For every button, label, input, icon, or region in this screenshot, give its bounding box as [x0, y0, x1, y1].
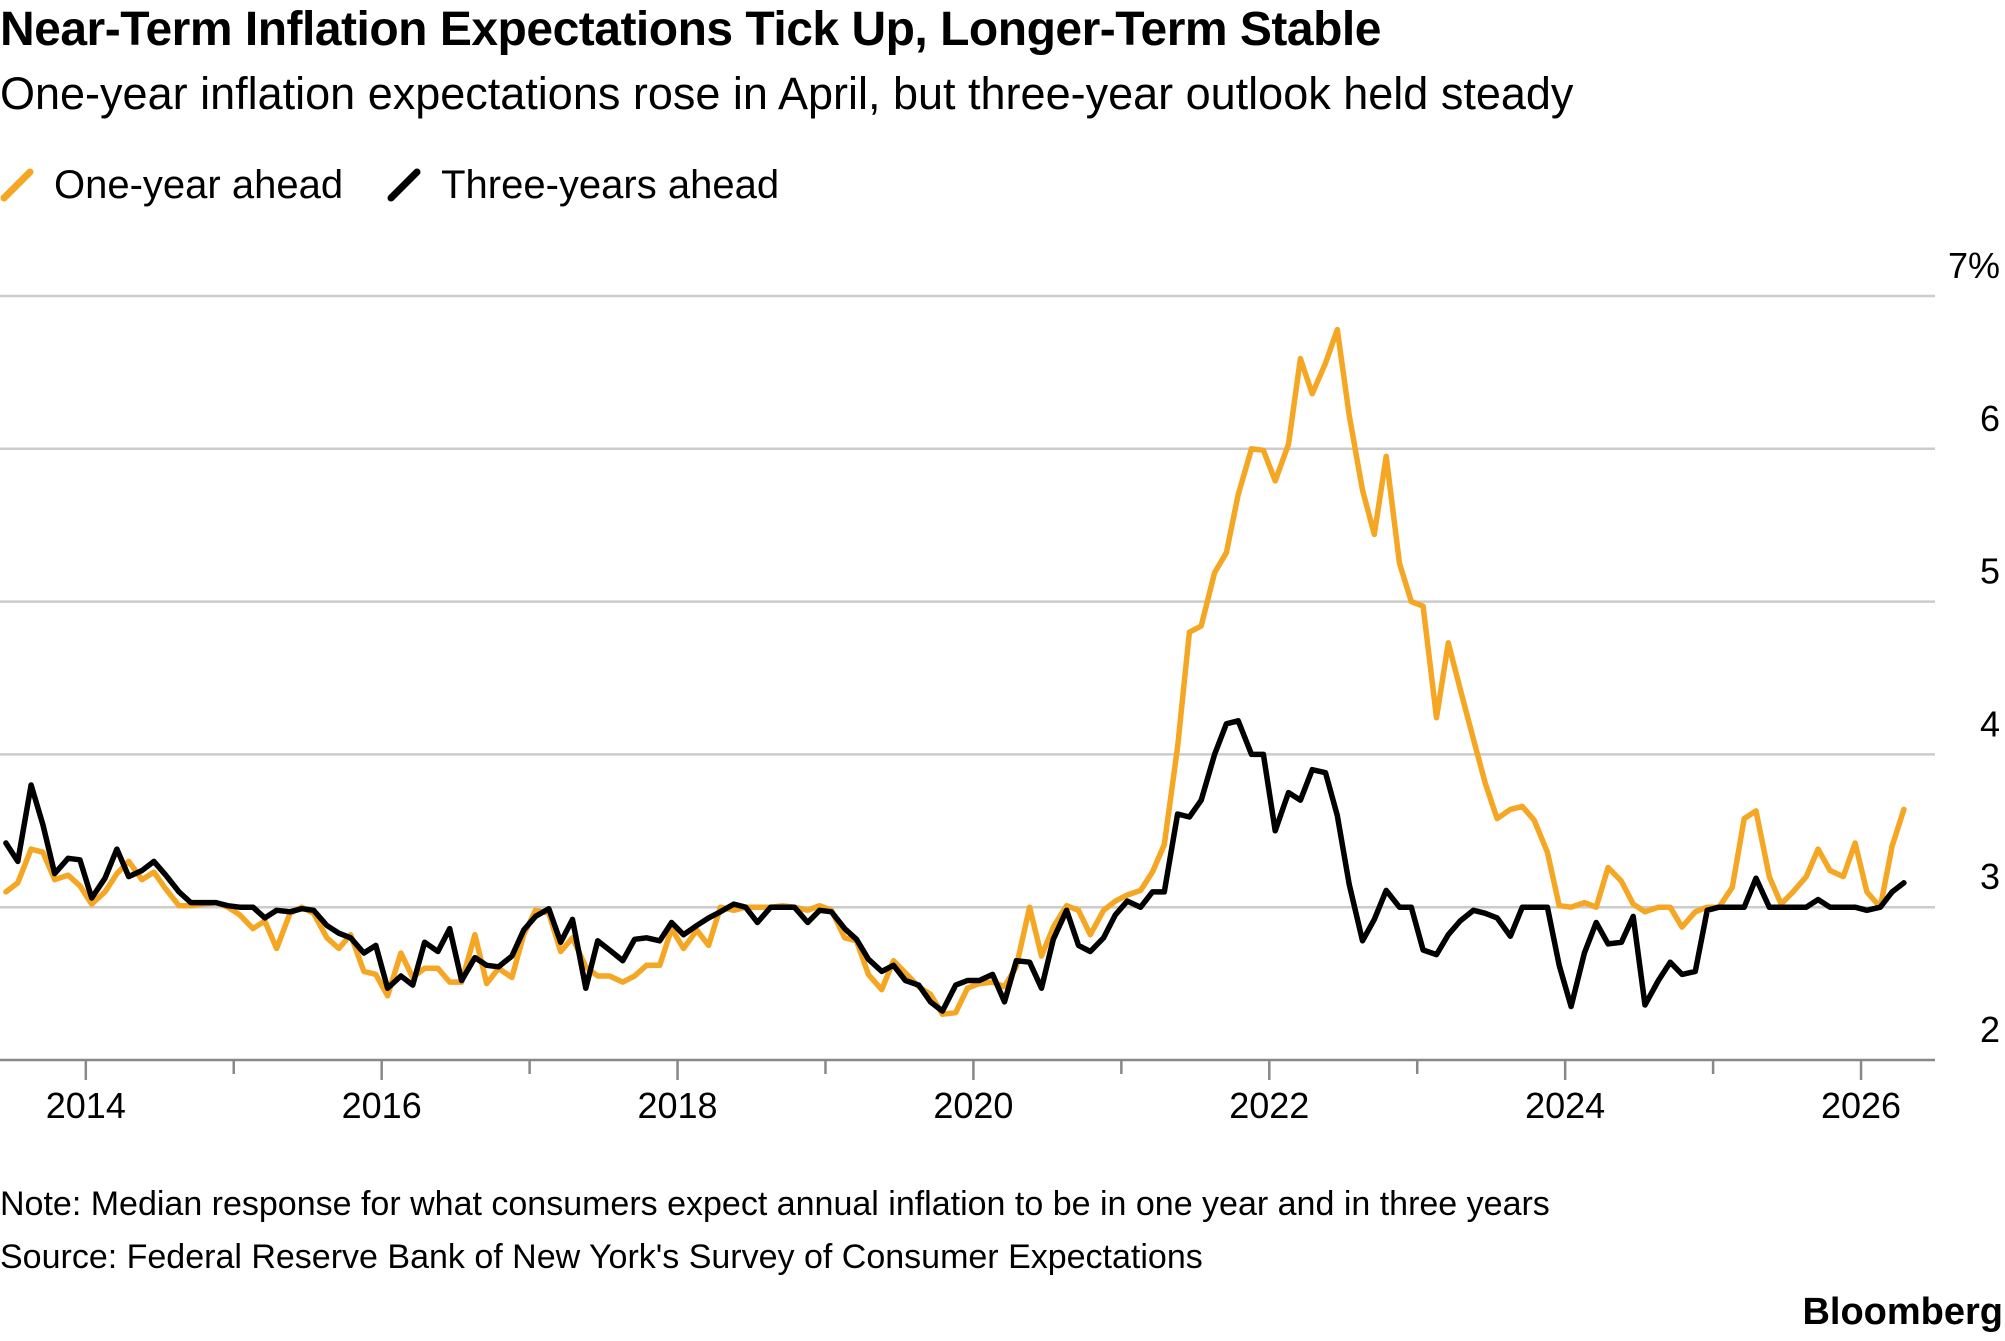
grid-lines: [0, 294, 1935, 909]
x-tick-label-2022: 2022: [1229, 1085, 1309, 1126]
line-chart: 2 3 4 5 6 7% 2014 2016 2018 2020 2022 2024 2026: [0, 245, 2000, 1126]
legend-label-three-year: Three-years ahead: [441, 162, 780, 207]
x-axis: 2014 2016 2018 2020 2022 2024 2026: [0, 1058, 1935, 1126]
series-lines: [3, 326, 1907, 1017]
series-line-three-year: [3, 718, 1907, 1014]
x-tick-label-2024: 2024: [1525, 1085, 1605, 1126]
x-tick-label-2014: 2014: [46, 1085, 126, 1126]
y-tick-label-2: 2: [1980, 1009, 2000, 1050]
chart-title: Near-Term Inflation Expectations Tick Up…: [0, 3, 1381, 56]
y-axis-labels: 2 3 4 5 6 7%: [1948, 245, 2000, 1050]
bloomberg-logo: Bloomberg: [1802, 1291, 2003, 1333]
series-line-one-year: [3, 326, 1907, 1017]
chart-subtitle: One-year inflation expectations rose in …: [0, 68, 1574, 119]
chart-source: Source: Federal Reserve Bank of New York…: [0, 1238, 1203, 1276]
legend-swatch-three-year: [387, 168, 421, 202]
y-tick-label-3: 3: [1980, 856, 2000, 897]
legend-item-three-year: Three-years ahead: [387, 163, 779, 208]
x-tick-label-2018: 2018: [637, 1085, 717, 1126]
legend: One-year ahead Three-years ahead: [0, 160, 823, 210]
y-tick-label-6: 6: [1980, 398, 2000, 439]
x-tick-label-2026: 2026: [1821, 1085, 1901, 1126]
chart-note: Note: Median response for what consumers…: [0, 1185, 1550, 1223]
y-tick-label-5: 5: [1980, 551, 2000, 592]
x-tick-label-2020: 2020: [933, 1085, 1013, 1126]
legend-label-one-year: One-year ahead: [54, 162, 344, 207]
x-tick-label-2016: 2016: [342, 1085, 422, 1126]
y-tick-label-7: 7%: [1948, 245, 2000, 286]
legend-swatch-one-year: [0, 168, 34, 202]
y-tick-label-4: 4: [1980, 703, 2000, 744]
legend-item-one-year: One-year ahead: [0, 163, 343, 208]
